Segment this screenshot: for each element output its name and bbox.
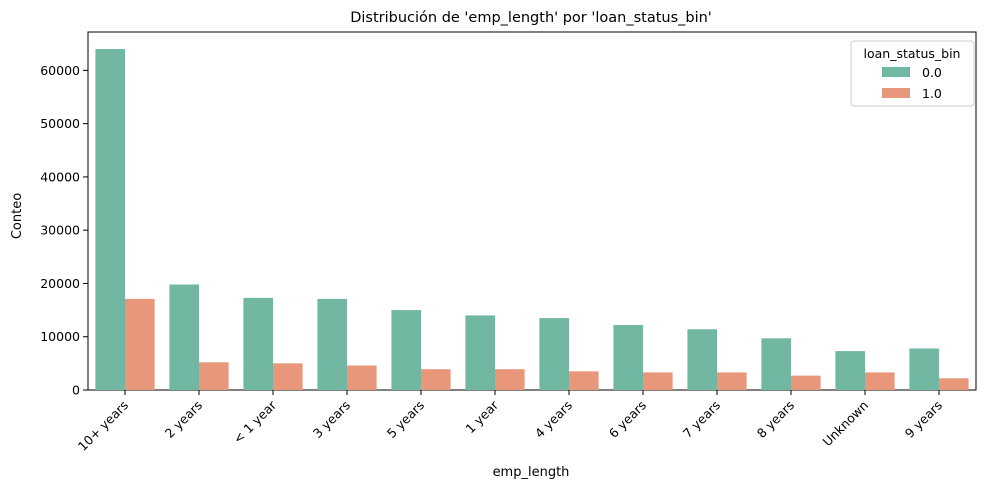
- plot-area: [87, 31, 977, 391]
- x-tick-label-3: 3 years: [310, 398, 353, 441]
- bars: [95, 49, 969, 391]
- bar-series-1-11: [939, 378, 969, 390]
- bar-series-1-0: [125, 298, 155, 390]
- bar-series-1-4: [421, 369, 451, 390]
- bar-series-1-6: [569, 371, 599, 390]
- bar-series-0-0: [95, 49, 125, 391]
- y-tick-label-3: 30000: [40, 223, 80, 238]
- legend-title: loan_status_bin: [864, 46, 961, 61]
- x-tick-label-11: 9 years: [902, 398, 945, 441]
- x-tick-label-9: 8 years: [754, 398, 797, 441]
- x-tick-label-5: 1 year: [462, 397, 501, 436]
- bar-series-1-3: [347, 365, 377, 390]
- bar-series-1-5: [495, 369, 525, 390]
- bar-series-0-3: [317, 298, 347, 390]
- x-tick-label-6: 4 years: [532, 398, 575, 441]
- y-tick-label-0: 0: [72, 383, 80, 398]
- y-tick-label-5: 50000: [40, 116, 80, 131]
- bar-series-0-4: [391, 310, 421, 390]
- bar-series-1-10: [865, 372, 895, 390]
- chart-title: Distribución de 'emp_length' por 'loan_s…: [350, 10, 712, 26]
- bar-series-0-8: [687, 329, 717, 390]
- y-tick-label-6: 60000: [40, 63, 80, 78]
- bar-series-1-7: [643, 372, 673, 390]
- bar-series-1-8: [717, 372, 747, 390]
- bar-series-0-9: [761, 338, 791, 390]
- bar-series-0-2: [243, 297, 273, 390]
- x-tick-label-7: 6 years: [606, 398, 649, 441]
- x-tick-label-10: Unknown: [819, 398, 871, 450]
- x-axis: 10+ years 2 years < 1 year 3 years 5 years 1 …: [75, 390, 945, 454]
- y-axis-label: Conteo: [10, 193, 25, 239]
- bar-series-1-2: [273, 363, 303, 390]
- x-tick-label-1: 2 years: [162, 398, 205, 441]
- legend-swatch-0: [882, 67, 910, 77]
- y-tick-label-1: 10000: [40, 329, 80, 344]
- x-tick-label-8: 7 years: [680, 398, 723, 441]
- x-tick-label-0: 10+ years: [75, 398, 131, 454]
- bar-series-0-11: [909, 348, 939, 390]
- legend: loan_status_bin 0.0 1.0: [850, 40, 975, 107]
- bar-series-0-10: [835, 351, 865, 390]
- y-axis: 0 10000 20000 30000 40000 50000 60000: [40, 63, 88, 398]
- legend-swatch-1: [882, 88, 910, 98]
- bar-series-0-7: [613, 325, 643, 390]
- x-tick-label-2: < 1 year: [230, 397, 280, 447]
- legend-label-0: 0.0: [922, 65, 942, 80]
- x-axis-label: emp_length: [493, 465, 570, 480]
- bar-series-0-5: [465, 315, 495, 390]
- x-tick-label-4: 5 years: [384, 398, 427, 441]
- legend-label-1: 1.0: [922, 86, 942, 101]
- legend-frame: [850, 40, 975, 107]
- bar-series-1-1: [199, 362, 229, 390]
- bar-series-0-6: [539, 318, 569, 390]
- plot-frame: [87, 31, 977, 391]
- y-tick-label-4: 40000: [40, 169, 80, 184]
- bar-series-1-9: [791, 375, 821, 390]
- y-tick-label-2: 20000: [40, 276, 80, 291]
- bar-series-0-1: [169, 284, 199, 390]
